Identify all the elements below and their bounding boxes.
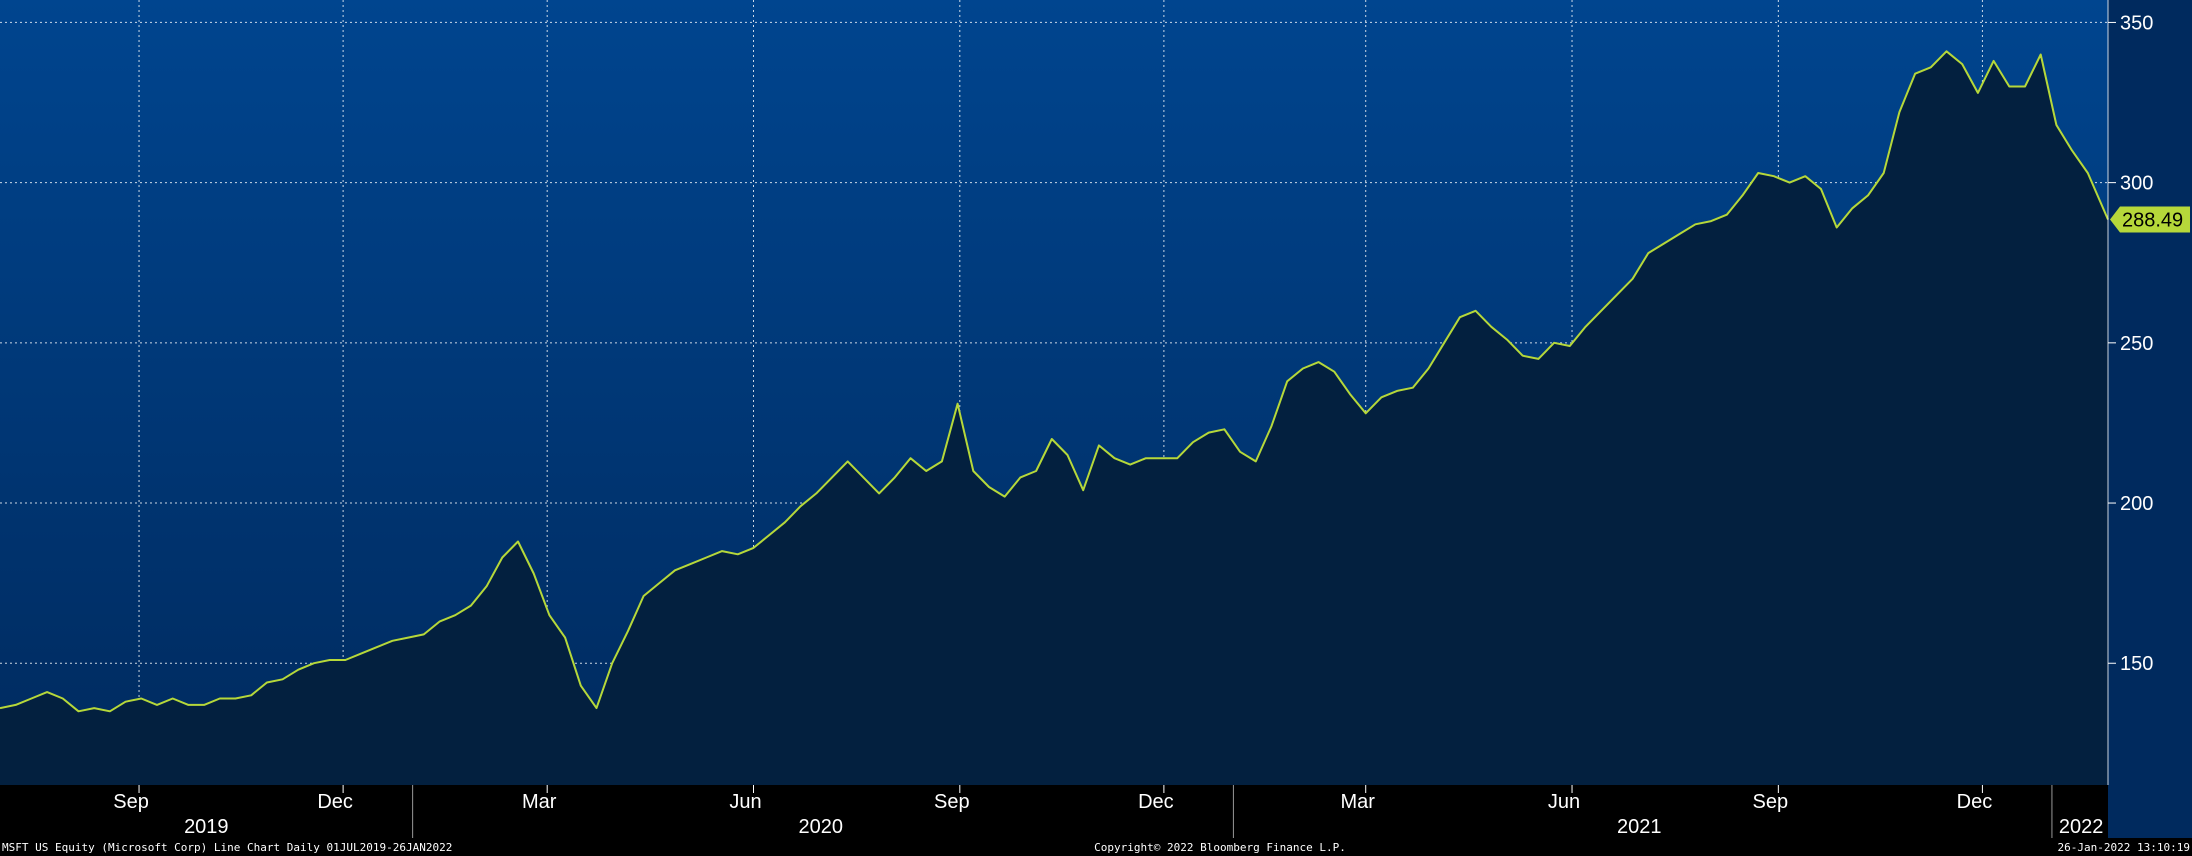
x-month-label: Dec [1138, 791, 1174, 813]
y-axis: 150 200 250 300 350 [2107, 0, 2153, 785]
y-tick-label: 150 [2120, 653, 2153, 675]
footer-right-text: 26-Jan-2022 13:10:19 [2058, 841, 2190, 854]
axis-background [2108, 0, 2192, 856]
y-tick-label: 250 [2120, 333, 2153, 355]
x-month-label: Mar [522, 791, 557, 813]
y-tick-label: 300 [2120, 173, 2153, 195]
x-year-label: 2021 [1617, 816, 1662, 838]
x-month-label: Jun [1548, 791, 1580, 813]
x-month-label: Mar [1340, 791, 1375, 813]
y-tick-label: 350 [2120, 12, 2153, 34]
x-year-label: 2022 [2059, 816, 2104, 838]
footer-left-text: MSFT US Equity (Microsoft Corp) Line Cha… [2, 841, 452, 854]
y-tick-label: 200 [2120, 493, 2153, 515]
last-value-badge [2110, 206, 2190, 233]
x-month-label: Dec [317, 791, 353, 813]
x-month-label: Jun [729, 791, 761, 813]
x-month-label: Sep [113, 791, 149, 813]
footer-center-text: Copyright© 2022 Bloomberg Finance L.P. [1094, 841, 1346, 854]
x-month-label: Dec [1957, 791, 1993, 813]
price-line [0, 50, 2109, 713]
series-line [0, 50, 2109, 713]
series-area [0, 51, 2108, 786]
x-axis: Sep Dec Mar Jun Sep Dec Mar Jun Sep Dec 2019 2020 20… [113, 785, 2103, 838]
x-year-label: 2019 [184, 816, 229, 838]
x-year-label: 2020 [799, 816, 844, 838]
last-value-label: 288.49 [2122, 210, 2183, 232]
area-fill [0, 51, 2108, 786]
footer-background [0, 838, 2192, 856]
x-month-label: Sep [934, 791, 970, 813]
last-value-marker: 288.49 [2110, 206, 2190, 233]
x-month-label: Sep [1753, 791, 1789, 813]
